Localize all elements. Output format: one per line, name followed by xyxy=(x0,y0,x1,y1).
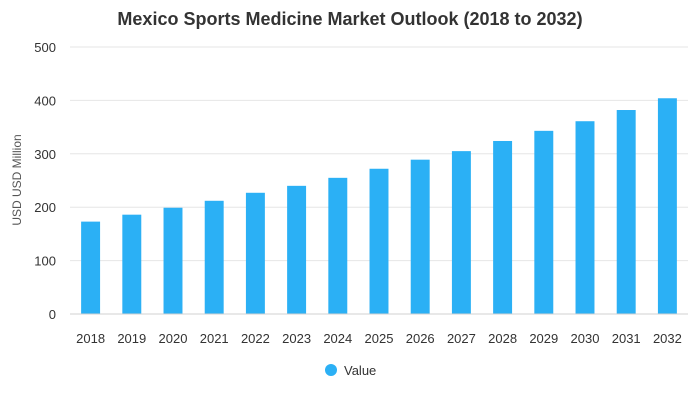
bar-2031[interactable] xyxy=(616,110,636,315)
bar-2029[interactable] xyxy=(534,130,554,314)
legend-marker-value xyxy=(325,364,337,376)
bar-2028[interactable] xyxy=(493,140,513,314)
bar-2027[interactable] xyxy=(451,151,471,314)
x-tick-label-2032: 2032 xyxy=(653,331,682,346)
y-tick-label-200: 200 xyxy=(34,200,56,215)
x-tick-label-2023: 2023 xyxy=(282,331,311,346)
x-tick-label-2028: 2028 xyxy=(488,331,517,346)
legend[interactable]: Value xyxy=(325,363,376,378)
x-tick-label-2018: 2018 xyxy=(76,331,105,346)
x-tick-label-2029: 2029 xyxy=(529,331,558,346)
x-tick-label-2024: 2024 xyxy=(323,331,352,346)
x-tick-label-2027: 2027 xyxy=(447,331,476,346)
bar-2018[interactable] xyxy=(81,221,101,314)
x-tick-label-2022: 2022 xyxy=(241,331,270,346)
bar-2026[interactable] xyxy=(410,159,430,314)
chart-title: Mexico Sports Medicine Market Outlook (2… xyxy=(117,9,582,29)
bar-2024[interactable] xyxy=(328,177,348,314)
bar-2030[interactable] xyxy=(575,121,595,314)
x-tick-label-2019: 2019 xyxy=(117,331,146,346)
x-tick-label-2020: 2020 xyxy=(159,331,188,346)
bar-2032[interactable] xyxy=(657,98,677,314)
legend-label-value: Value xyxy=(344,363,376,378)
bars xyxy=(81,98,677,315)
y-axis-label: USD USD Million xyxy=(10,134,24,225)
y-tick-label-400: 400 xyxy=(34,93,56,108)
x-tick-label-2025: 2025 xyxy=(365,331,394,346)
bar-2021[interactable] xyxy=(204,200,224,314)
y-tick-label-500: 500 xyxy=(34,40,56,55)
bar-2022[interactable] xyxy=(245,192,265,314)
y-tick-label-100: 100 xyxy=(34,254,56,269)
bar-2025[interactable] xyxy=(369,168,389,314)
x-tick-label-2030: 2030 xyxy=(571,331,600,346)
y-axis-ticks: 0 100 200 300 400 500 xyxy=(34,40,56,322)
x-axis-ticks: 2018 2019 2020 2021 2022 2023 2024 2025 2026 2027… xyxy=(76,331,682,346)
x-tick-label-2026: 2026 xyxy=(406,331,435,346)
bar-2020[interactable] xyxy=(163,207,183,314)
y-tick-label-300: 300 xyxy=(34,147,56,162)
y-tick-label-0: 0 xyxy=(49,307,56,322)
x-tick-label-2021: 2021 xyxy=(200,331,229,346)
x-tick-label-2031: 2031 xyxy=(612,331,641,346)
bar-2023[interactable] xyxy=(287,185,307,314)
bar-2019[interactable] xyxy=(122,214,142,314)
